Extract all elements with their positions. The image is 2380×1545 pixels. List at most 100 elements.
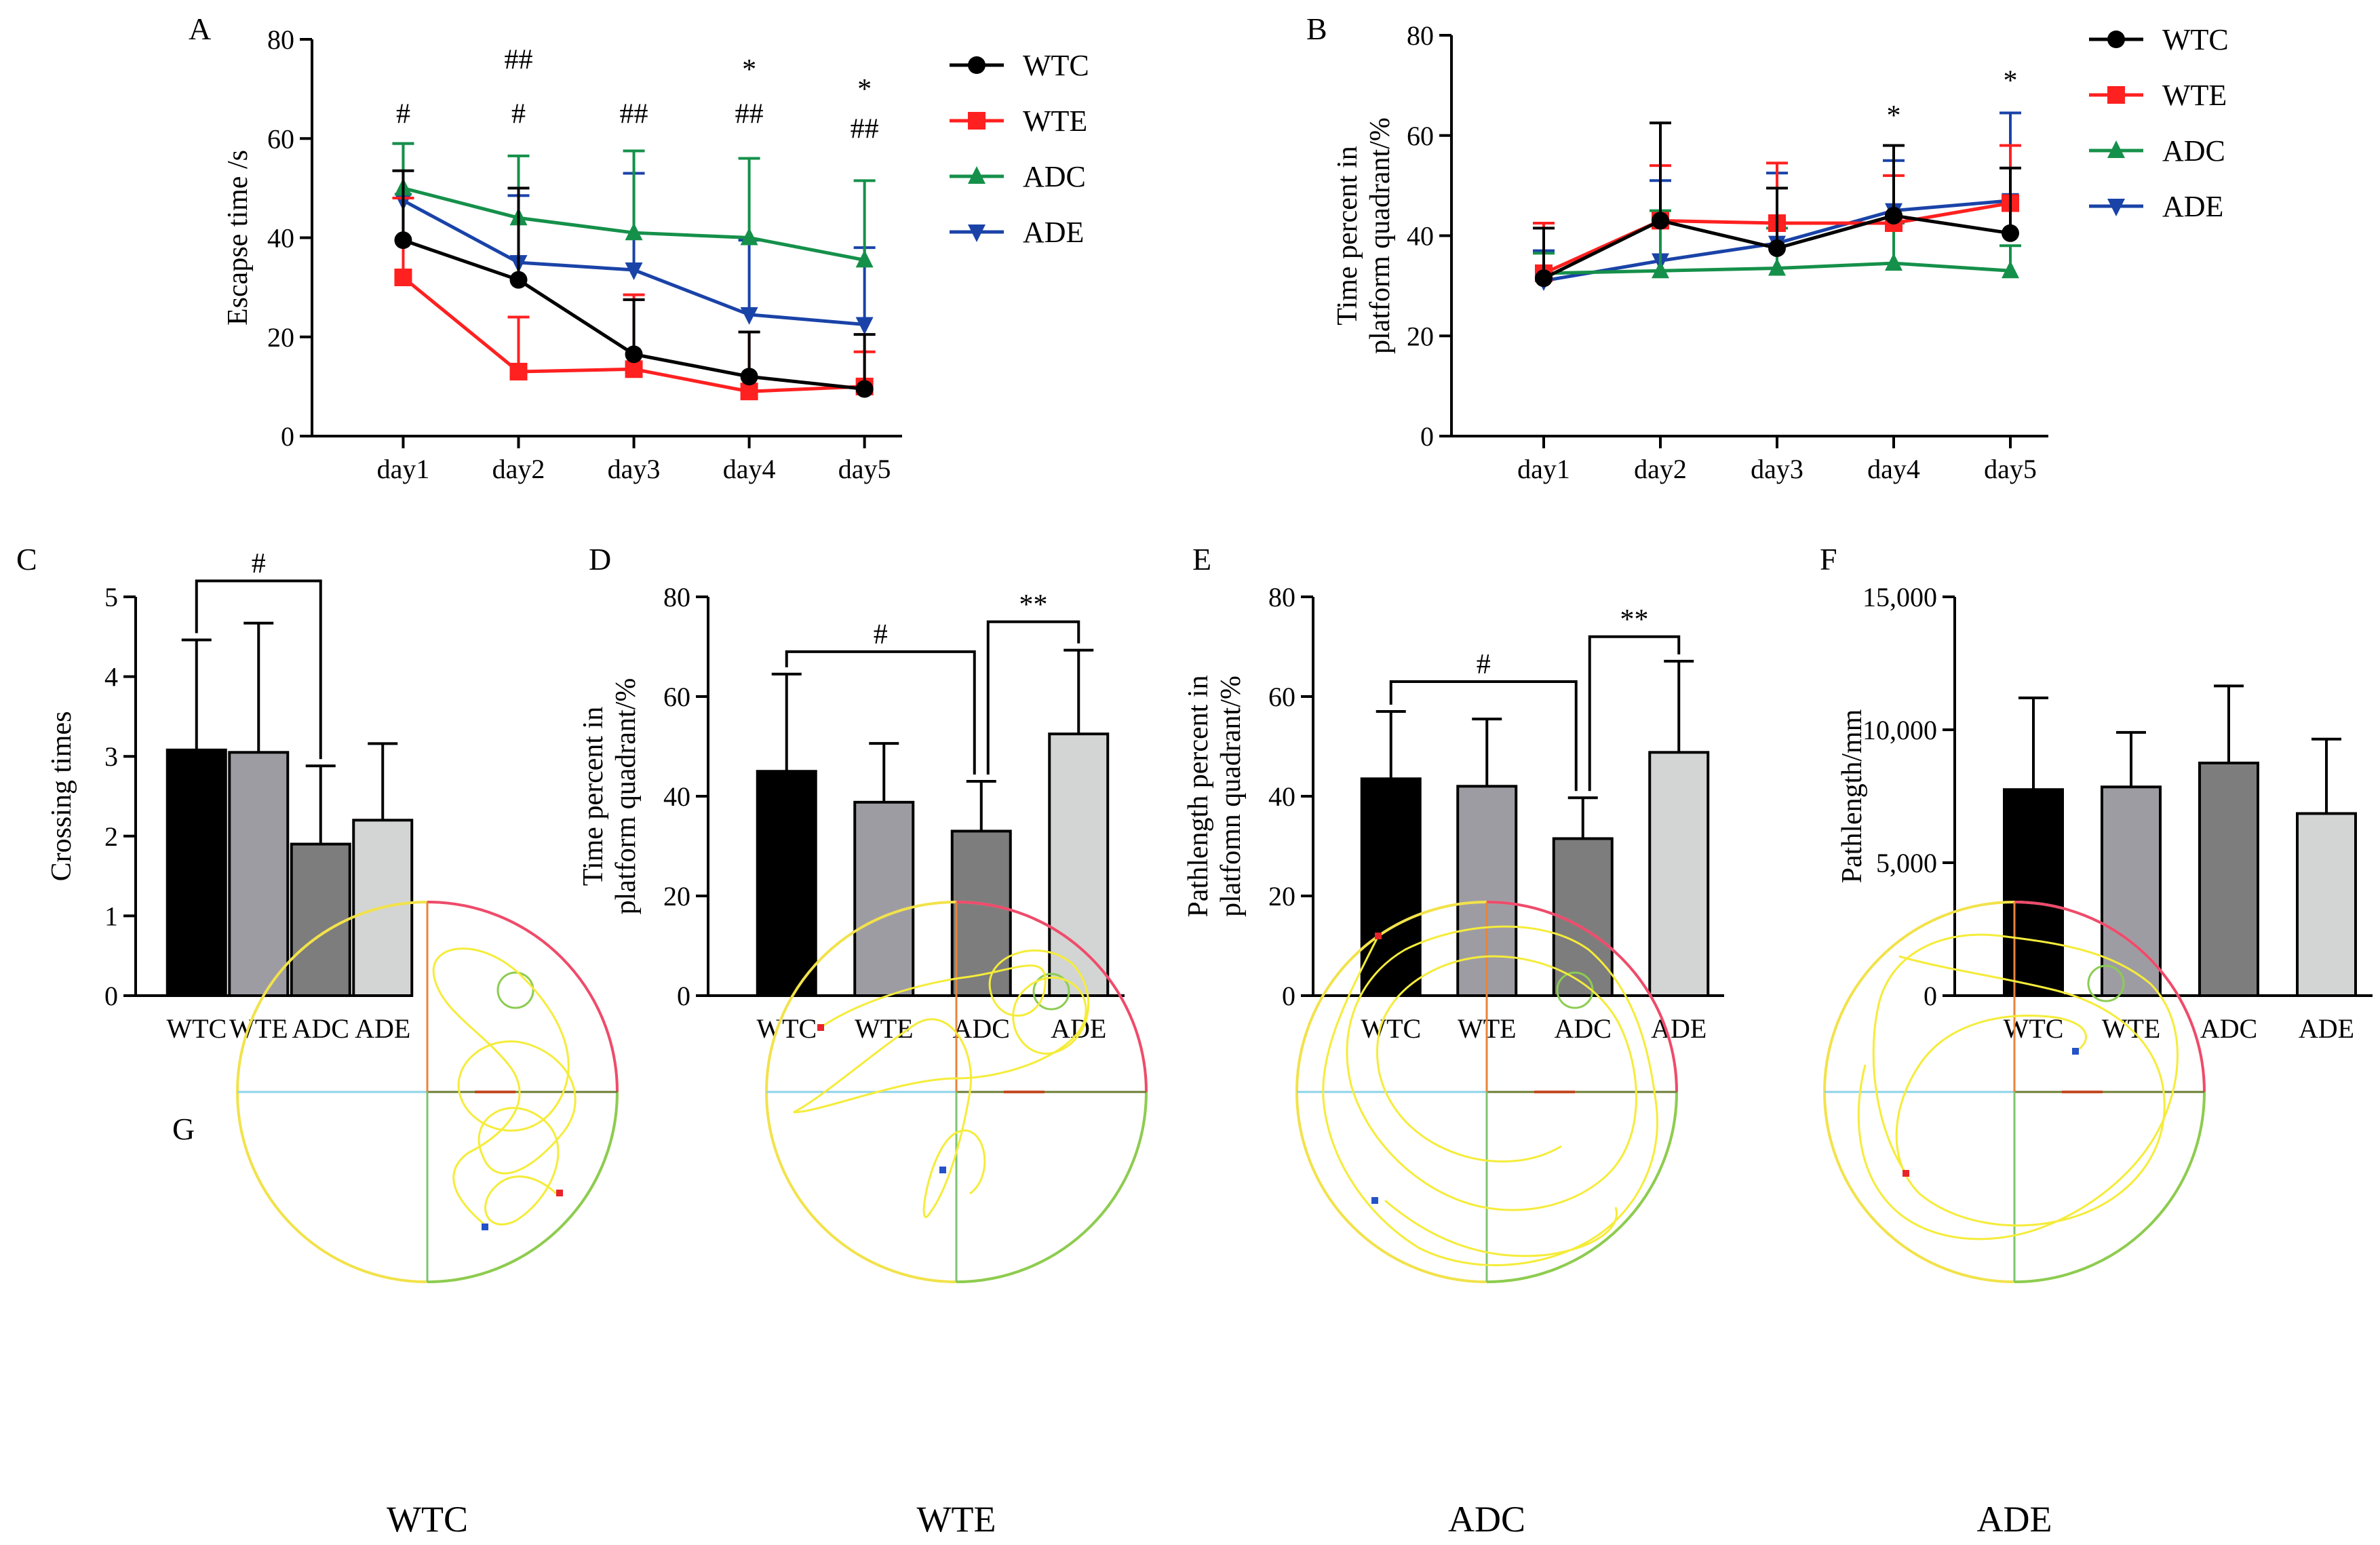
y-tick-label: 80 (267, 24, 294, 55)
y-tick-label: 80 (663, 582, 690, 612)
significance-mark: * (2004, 65, 2018, 96)
bar-ade (2296, 812, 2357, 997)
legend-label-wte: WTE (1023, 104, 1087, 138)
y-tick-label: 60 (267, 123, 294, 154)
point-adc-day4 (740, 227, 758, 246)
point-adc-day5 (855, 250, 874, 268)
bar-ade (1648, 751, 1710, 997)
y-tick-label: 1 (104, 901, 118, 931)
chart-e-pathlength-percent: 0 20 40 60 80 Pathlength percent in platfomn q… (1183, 582, 1724, 1044)
legend-marker-ade (968, 224, 986, 242)
point-wtc-day2 (1652, 212, 1669, 230)
significance-mark: * (742, 54, 756, 85)
y-tick-label: 60 (1268, 682, 1295, 712)
maze-label-adc: ADC (1448, 1499, 1525, 1540)
significance-bracket (1389, 680, 1578, 791)
point-wte-day1 (394, 269, 412, 286)
maze-label-wtc: WTC (387, 1499, 468, 1540)
y-tick-label: 0 (1924, 981, 1937, 1011)
legend-label-adc: ADC (1023, 160, 1086, 193)
x-tick-label-wtc: WTC (2004, 1013, 2064, 1044)
legend-marker-wte (2107, 86, 2125, 104)
point-wtc-day3 (625, 345, 643, 364)
bar-wte (853, 800, 915, 997)
significance-mark: * (857, 74, 872, 105)
point-ade-day4 (740, 307, 758, 325)
y-tick-label: 80 (1407, 20, 1434, 51)
bar-wtc (756, 770, 817, 997)
x-tick-label-day4: day4 (723, 454, 776, 484)
y-tick-label: 0 (281, 421, 294, 452)
x-tick-label-ade: ADE (1051, 1013, 1106, 1044)
chart-c-crossing-times: 0 1 2 3 4 5 Crossing times WTC WTE ADC ADE # (46, 548, 414, 1044)
point-wte-day4 (740, 383, 758, 401)
x-tick-label-wtc: WTC (756, 1013, 817, 1044)
significance-mark: # (511, 99, 526, 130)
x-tick-label-day4: day4 (1867, 454, 1920, 484)
y-tick-label: 5 (104, 582, 118, 612)
point-ade-day5 (855, 317, 874, 335)
y-axis-label-line: Time percent in (578, 707, 609, 886)
legend-label-ade: ADE (1023, 216, 1084, 249)
y-tick-label: 60 (663, 682, 690, 712)
point-wtc-day4 (740, 368, 758, 386)
panel-label-d: D (589, 542, 611, 576)
y-tick-label: 80 (1268, 582, 1295, 612)
x-tick-label-day1: day1 (1517, 454, 1570, 484)
maze-label-ade: ADE (1977, 1499, 2052, 1540)
x-tick-label-adc: ADC (2200, 1013, 2257, 1044)
chart-a-escape-time: 0 20 40 60 80 Escapse time /s day1 day2 day3 day4… (222, 24, 1089, 484)
point-adc-day2 (1652, 260, 1669, 279)
legend-marker-ade (2107, 199, 2125, 216)
y-tick-label: 2 (104, 821, 118, 852)
y-tick-label: 3 (104, 741, 118, 772)
x-tick-label-day3: day3 (608, 454, 661, 484)
bar-wte (228, 751, 290, 997)
y-tick-label: 20 (1407, 321, 1434, 351)
point-adc-day5 (2002, 260, 2019, 279)
significance-mark: ## (851, 114, 879, 145)
y-tick-label: 0 (1282, 981, 1295, 1011)
y-tick-label: 20 (1268, 881, 1295, 912)
legend-label-adc: ADC (2162, 134, 2225, 168)
legend-marker-wtc (2107, 31, 2125, 48)
x-tick-label-wtc: WTC (166, 1013, 227, 1044)
significance-mark: ## (505, 44, 533, 75)
significance-mark: # (252, 548, 266, 579)
legend-marker-adc (2107, 140, 2125, 158)
x-tick-label-wtc: WTC (1361, 1013, 1421, 1044)
y-axis-label-line: Time percent in (1332, 146, 1363, 325)
legend-label-wte: WTE (2162, 79, 2227, 112)
significance-mark: ## (620, 99, 648, 130)
y-axis-label: Crossing times (46, 711, 77, 882)
significance-mark: ** (1019, 589, 1048, 621)
point-adc-day3 (625, 222, 643, 241)
point-wtc-day5 (2002, 224, 2019, 242)
x-tick-label-day2: day2 (1634, 454, 1687, 484)
bar-wtc (1360, 777, 1422, 998)
x-tick-label-adc: ADC (292, 1013, 349, 1044)
panel-label-c: C (16, 542, 37, 576)
significance-bracket (986, 620, 1080, 775)
panel-label-e: E (1192, 542, 1211, 576)
y-tick-label: 5,000 (1876, 848, 1937, 878)
y-tick-label: 10,000 (1862, 715, 1937, 745)
legend-label-wtc: WTC (1023, 49, 1089, 82)
point-wtc-day1 (394, 231, 412, 250)
y-tick-label: 20 (663, 881, 690, 912)
y-tick-label: 40 (267, 223, 294, 254)
y-tick-label: 40 (1268, 781, 1295, 812)
bar-adc (950, 829, 1012, 997)
x-tick-label-ade: ADE (2299, 1013, 2354, 1044)
legend-marker-wte (968, 112, 986, 130)
x-tick-label-adc: ADC (953, 1013, 1010, 1044)
significance-mark: # (1477, 649, 1491, 680)
panel-label-g: G (172, 1112, 195, 1146)
series-wtc (1533, 121, 2021, 288)
legend-marker-wtc (968, 56, 986, 74)
significance-mark: * (1887, 100, 1901, 132)
legend: WTC WTE ADC ADE (950, 49, 1089, 249)
significance-mark: ** (1620, 604, 1649, 635)
